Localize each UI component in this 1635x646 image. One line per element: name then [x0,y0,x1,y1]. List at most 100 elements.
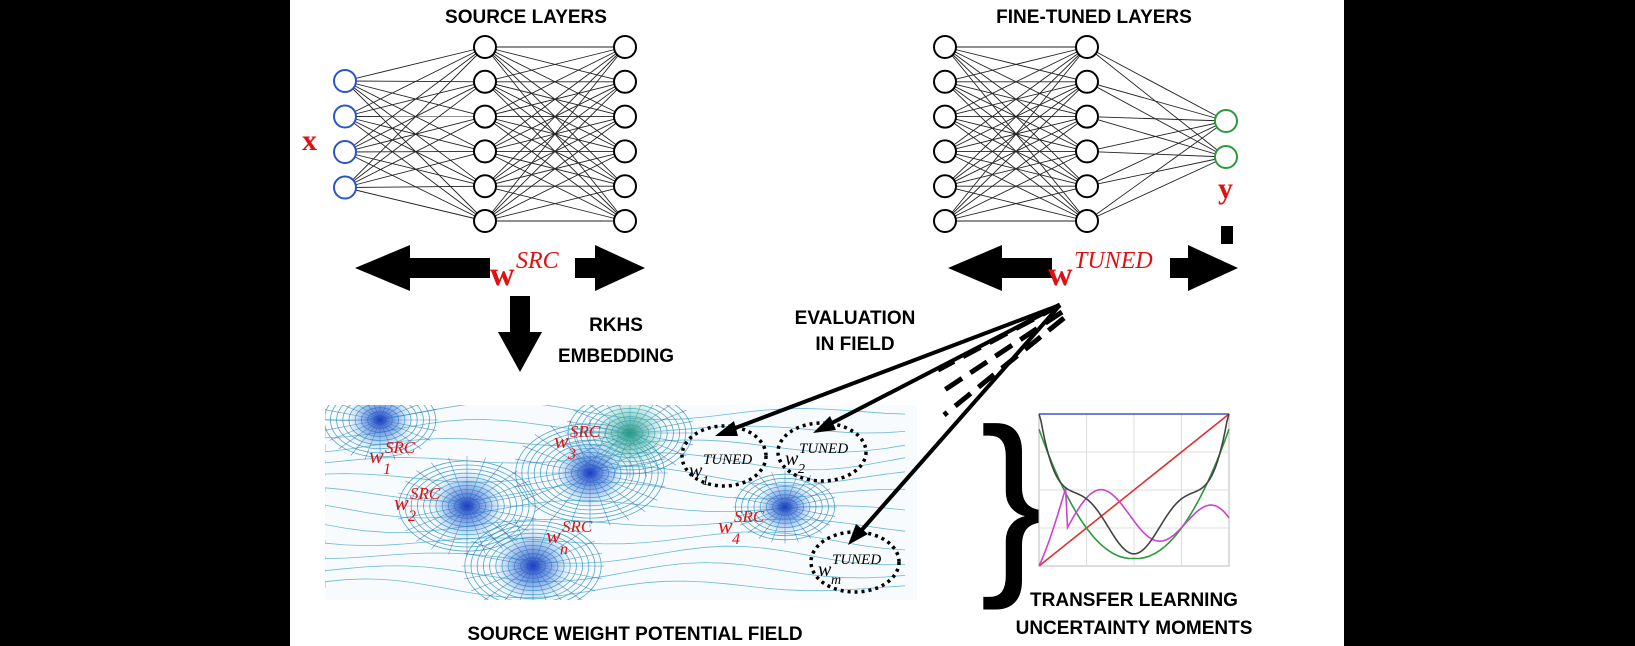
rkhs-label-line2: EMBEDDING [558,346,674,367]
evaluation-dashed-line [942,316,1066,417]
evaluation-dashed-line [938,309,1064,396]
source-well [346,405,414,454]
moment-curve-magenta [1038,488,1230,567]
network-edge [344,46,486,188]
source-weight-label-1: w SRC 1 [369,438,416,478]
hidden-node [933,209,957,233]
source-weight-label-3: w SRC 3 [554,422,601,463]
source-layers-title: SOURCE LAYERS [445,7,607,28]
source-weight-sub: n [560,541,568,558]
hidden-node [1075,104,1099,129]
right-arrow-icon [575,245,645,291]
hidden-node [1075,174,1099,199]
arrowhead-icon [813,416,836,433]
hidden-node [473,209,497,233]
field-contour [325,578,906,599]
w-tuned-superscript: TUNED [1074,248,1153,274]
network-edge [484,46,626,83]
hidden-node [933,174,957,199]
moments-label-line2: UNCERTAINTY MOMENTS [1016,618,1253,639]
input-node [333,69,357,93]
down-arrow-icon [498,296,542,372]
tuned-weight-sub: m [831,573,841,588]
network-edge [944,46,1088,187]
source-well [554,437,626,509]
tuned-weight-sup: TUNED [703,452,752,468]
source-weight-sup: SRC [385,438,416,457]
arrowhead-icon [848,524,868,545]
fine-tuned-network [933,35,1238,233]
left-arrow-icon [355,245,490,291]
network-edge [1086,150,1227,158]
field-title: SOURCE WEIGHT POTENTIAL FIELD [467,624,802,645]
fine-tuned-network-nodes [933,35,1238,233]
moments-label-line1: TRANSFER LEARNING [1030,590,1238,611]
hidden-node [613,69,637,94]
tuned-weight-sub: 1 [702,474,709,489]
tuned-weight-sup: TUNED [832,552,881,568]
source-well [755,477,815,537]
hidden-node [933,35,957,59]
hidden-node [613,209,637,233]
network-edge [1086,116,1227,158]
tuned-weight-m: w TUNED m [809,530,901,594]
fine-tuned-layers-title: FINE-TUNED LAYERS [996,7,1192,28]
tuned-weight-ellipse [776,421,868,483]
network-edge [484,46,626,118]
source-weight-base: w [394,490,409,515]
network-edge [944,46,1088,152]
network-edge [944,46,1088,222]
w-src-label: w SRC [490,248,560,293]
field-contour [325,531,906,551]
source-weight-base: w [546,523,561,548]
hidden-node [473,69,497,94]
network-edge [484,46,626,187]
source-weight-label-2: w SRC 2 [394,484,441,525]
network-edge [344,46,486,82]
tuned-weight-sup: TUNED [799,441,848,457]
source-weight-sub: 2 [408,508,416,525]
moment-curve-green [1038,428,1230,560]
right-arrow-icon [1170,245,1238,291]
source-weight-sub: 4 [732,531,740,548]
source-weight-sup: SRC [570,422,601,441]
tuned-weight-base: w [689,460,703,482]
hidden-node [613,35,637,59]
w-tuned-base: w [1048,256,1073,293]
hidden-node [933,139,957,164]
network-edge [1086,116,1227,122]
source-weight-sup: SRC [734,507,765,526]
output-node [1214,145,1238,169]
source-weight-sub: 1 [383,461,391,478]
network-edge [484,150,626,222]
source-weight-label-4: w SRC 4 [718,507,765,548]
input-node [333,104,357,129]
network-edge [944,46,1088,83]
network-edge [484,116,626,222]
tuned-weight-sub: 2 [798,462,805,477]
source-weight-sup: SRC [410,484,441,503]
source-well [429,468,505,544]
network-edge [1086,46,1227,122]
network-edge [344,187,486,222]
source-weight-base: w [554,428,569,453]
network-edge [344,46,486,117]
network-edge [944,185,1088,222]
source-weight-base: w [369,443,384,468]
evaluation-arrow [729,303,1061,432]
hidden-node [473,174,497,199]
hidden-node [933,69,957,94]
diagram-canvas: SOURCE LAYERS FINE-TUNED LAYERS x y w SR… [302,7,1253,645]
field-contour [325,545,906,566]
w-tuned-label: w TUNED [1048,248,1153,293]
tuned-weight-1: w TUNED 1 [680,424,768,489]
hidden-node [613,139,637,164]
hidden-node [1075,209,1099,233]
arrowhead-icon [715,421,738,436]
source-weight-base: w [718,513,733,538]
tuned-weight-ellipse [680,424,768,488]
network-edge [1086,81,1227,158]
network-edge [344,46,486,153]
source-weight-arrows [355,245,645,291]
output-node [1214,109,1238,133]
